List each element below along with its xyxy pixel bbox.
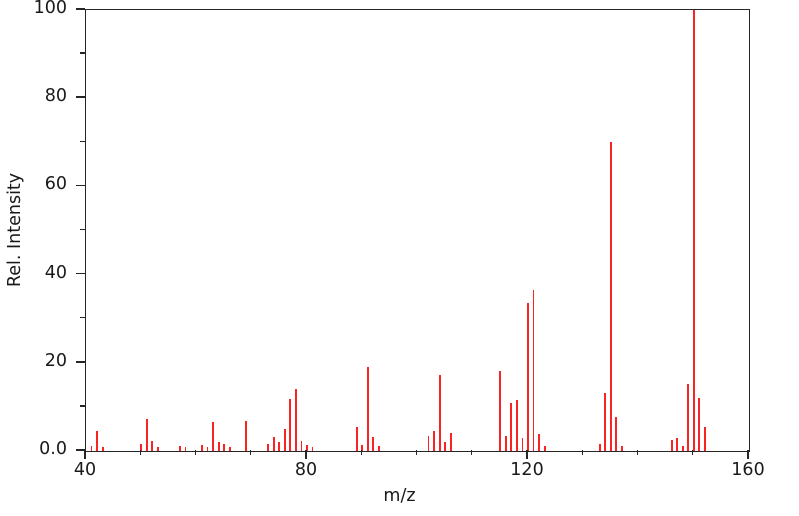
y-tick-mark — [76, 96, 85, 98]
peak-bar — [140, 444, 143, 451]
peak-bar — [703, 426, 706, 451]
peak-bar — [206, 446, 209, 451]
peak-bar — [306, 445, 308, 451]
peak-bar — [527, 303, 529, 451]
peak-bar — [438, 375, 441, 451]
peak-bar — [223, 444, 226, 451]
y-minor-tick-mark — [80, 228, 85, 231]
peak-bar — [543, 445, 546, 451]
y-tick-mark — [76, 184, 85, 187]
x-minor-tick-mark — [250, 450, 252, 455]
y-tick-mark — [76, 272, 85, 275]
peak-bar — [687, 383, 690, 451]
peak-bar — [145, 419, 148, 451]
peak-bar — [670, 440, 673, 451]
peak-bar — [372, 436, 375, 451]
peak-bar — [609, 142, 612, 451]
peak-bar — [681, 445, 684, 451]
x-minor-tick-mark — [360, 450, 362, 455]
peak-bar — [510, 403, 513, 451]
x-minor-tick-mark — [471, 450, 473, 455]
peak-bar — [615, 416, 618, 451]
x-tick-mark — [526, 450, 528, 459]
peak-bar — [504, 436, 507, 451]
peak-bar — [444, 442, 447, 451]
y-tick-label: 100 — [33, 0, 67, 18]
y-tick-mark — [76, 361, 85, 363]
y-tick-label: 60 — [44, 174, 67, 195]
peak-bar — [245, 421, 248, 451]
x-tick-label: 120 — [510, 460, 544, 480]
y-tick-label: 80 — [44, 86, 67, 107]
peak-bar — [377, 445, 380, 451]
peak-bar — [300, 441, 303, 451]
peak-bar — [361, 444, 364, 451]
peak-bar — [156, 446, 159, 451]
peak-bar — [212, 422, 215, 451]
x-tick-label: 160 — [731, 460, 765, 480]
y-minor-tick-mark — [80, 317, 85, 319]
peak-bar — [217, 441, 220, 451]
plot-area — [85, 9, 750, 452]
peak-bar — [427, 435, 430, 451]
peak-bar — [521, 438, 524, 451]
peak-bar — [499, 370, 502, 451]
peak-bar — [90, 445, 93, 451]
x-tick-mark — [84, 450, 86, 459]
x-minor-tick-mark — [415, 450, 418, 455]
x-minor-tick-mark — [692, 450, 694, 455]
peak-bar — [101, 446, 104, 451]
y-axis-tick-labels: 0.0 20 40 60 80 100 — [0, 0, 76, 516]
peak-bar — [267, 443, 270, 451]
peak-bar — [538, 434, 540, 451]
x-tick-mark — [747, 450, 749, 459]
peak-bar — [96, 431, 98, 451]
peak-bar — [283, 428, 286, 451]
peak-bar — [278, 442, 281, 451]
peak-bar — [449, 433, 452, 451]
y-minor-tick-mark — [80, 140, 85, 142]
peak-series — [86, 10, 749, 451]
peak-bar — [676, 437, 679, 451]
x-minor-tick-mark — [194, 450, 197, 455]
peak-bar — [184, 447, 187, 451]
peak-bar — [620, 446, 623, 451]
peak-bar — [272, 436, 275, 451]
peak-bar — [178, 446, 181, 451]
y-tick-mark — [76, 449, 85, 451]
x-minor-tick-mark — [581, 450, 583, 455]
x-minor-tick-mark — [636, 450, 639, 455]
y-tick-label: 40 — [44, 262, 67, 283]
peak-bar — [289, 398, 292, 451]
peak-bar — [228, 446, 231, 451]
peak-bar — [366, 367, 369, 451]
peak-bar — [698, 398, 701, 451]
peak-bar — [433, 431, 436, 451]
y-minor-tick-mark — [80, 52, 85, 54]
x-tick-label: 40 — [73, 460, 97, 480]
peak-bar — [311, 447, 314, 451]
y-tick-label: 20 — [44, 350, 67, 371]
x-axis-title: m/z — [383, 486, 416, 506]
y-minor-tick-mark — [80, 405, 85, 407]
x-tick-label: 80 — [294, 460, 318, 480]
peak-bar — [295, 389, 297, 451]
peak-bar — [692, 10, 695, 451]
peak-bar — [201, 445, 203, 451]
peak-bar — [598, 443, 601, 451]
y-tick-label: 0.0 — [39, 439, 67, 459]
peak-bar — [151, 441, 154, 451]
x-minor-tick-mark — [139, 450, 141, 455]
x-tick-mark — [305, 450, 307, 459]
peak-bar — [532, 290, 535, 451]
peak-bar — [516, 399, 518, 451]
y-tick-mark — [76, 8, 85, 10]
peak-bar — [355, 426, 358, 451]
peak-bar — [604, 392, 607, 451]
